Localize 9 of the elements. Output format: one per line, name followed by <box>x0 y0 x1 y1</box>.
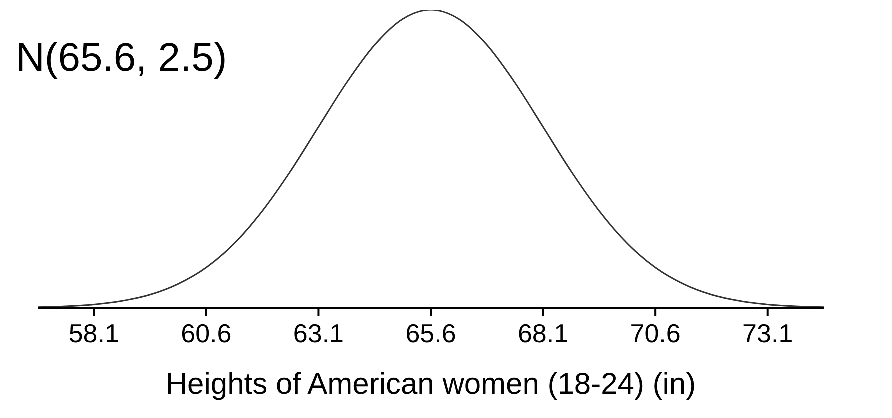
x-tick-label: 68.1 <box>518 318 569 348</box>
text: N(65.6, 2.5) <box>16 36 228 81</box>
x-tick-label: 70.6 <box>630 318 681 348</box>
x-tick-label: 65.6 <box>406 318 456 348</box>
x-tick-label: 58.1 <box>68 318 120 348</box>
x-axis-title: Heights of American women (18-24) (in) <box>166 368 696 401</box>
x-tick-label: 63.1 <box>293 318 344 348</box>
x-tick-label: 60.6 <box>181 318 232 348</box>
x-tick-label: 73.1 <box>742 318 794 348</box>
